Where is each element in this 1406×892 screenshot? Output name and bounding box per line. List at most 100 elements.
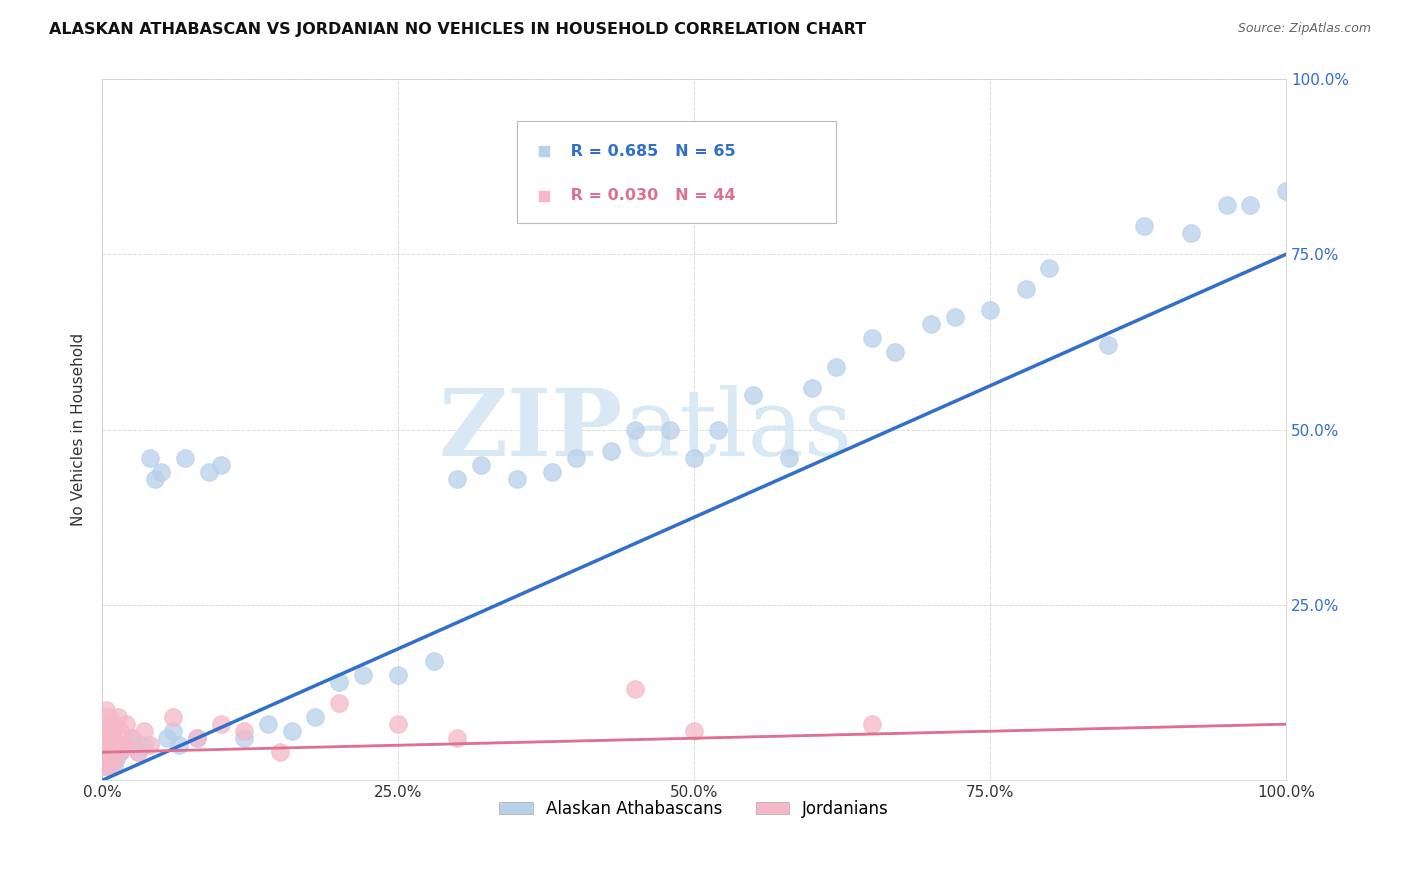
- Point: [352, 668, 374, 682]
- Point: [600, 443, 623, 458]
- Point: [860, 331, 883, 345]
- Text: ALASKAN ATHABASCAN VS JORDANIAN NO VEHICLES IN HOUSEHOLD CORRELATION CHART: ALASKAN ATHABASCAN VS JORDANIAN NO VEHIC…: [49, 22, 866, 37]
- Point: [93, 738, 115, 752]
- Text: ZIP: ZIP: [439, 384, 623, 475]
- Point: [94, 745, 117, 759]
- Point: [387, 668, 409, 682]
- Point: [97, 745, 120, 759]
- Point: [100, 752, 122, 766]
- Point: [884, 345, 907, 359]
- Text: atlas: atlas: [623, 384, 852, 475]
- Point: [1133, 219, 1156, 234]
- Point: [145, 472, 167, 486]
- Point: [446, 731, 468, 746]
- Point: [98, 745, 121, 759]
- Point: [1014, 282, 1036, 296]
- Legend: Alaskan Athabascans, Jordanians: Alaskan Athabascans, Jordanians: [492, 793, 896, 824]
- Point: [1275, 184, 1298, 198]
- Point: [624, 423, 647, 437]
- Point: [97, 710, 120, 724]
- Point: [706, 423, 728, 437]
- Point: [197, 465, 219, 479]
- Point: [100, 759, 122, 773]
- Point: [108, 745, 131, 759]
- Point: [233, 731, 256, 746]
- Point: [422, 654, 444, 668]
- Point: [541, 465, 564, 479]
- Point: [920, 318, 942, 332]
- Point: [96, 752, 118, 766]
- Point: [94, 724, 117, 739]
- Point: [1180, 227, 1202, 241]
- Point: [98, 724, 121, 739]
- Point: [1097, 338, 1119, 352]
- Point: [943, 310, 966, 325]
- Point: [138, 450, 160, 465]
- Y-axis label: No Vehicles in Household: No Vehicles in Household: [72, 333, 86, 526]
- Point: [100, 738, 122, 752]
- Point: [132, 724, 155, 739]
- Point: [328, 696, 350, 710]
- Point: [683, 724, 706, 739]
- Point: [269, 745, 291, 759]
- Point: [100, 731, 122, 746]
- Point: [1216, 198, 1239, 212]
- Point: [825, 359, 848, 374]
- Point: [96, 717, 118, 731]
- Text: R = 0.685   N = 65: R = 0.685 N = 65: [565, 144, 735, 159]
- Point: [233, 724, 256, 739]
- Point: [127, 745, 149, 759]
- Text: Source: ZipAtlas.com: Source: ZipAtlas.com: [1237, 22, 1371, 36]
- Point: [186, 731, 208, 746]
- Point: [98, 731, 121, 746]
- Point: [659, 423, 682, 437]
- Point: [105, 752, 128, 766]
- Point: [127, 745, 149, 759]
- Point: [138, 738, 160, 752]
- Point: [121, 731, 143, 746]
- Point: [93, 731, 115, 746]
- Point: [107, 710, 129, 724]
- Point: [115, 717, 138, 731]
- Point: [103, 752, 125, 766]
- Point: [97, 731, 120, 746]
- Point: [93, 717, 115, 731]
- Point: [162, 710, 184, 724]
- Point: [132, 738, 155, 752]
- Point: [624, 682, 647, 697]
- Point: [174, 450, 197, 465]
- Point: [101, 738, 124, 752]
- Point: [94, 759, 117, 773]
- Point: [103, 717, 125, 731]
- Point: [108, 724, 131, 739]
- Point: [156, 731, 179, 746]
- Point: [105, 738, 128, 752]
- Point: [683, 450, 706, 465]
- Point: [97, 759, 120, 773]
- Point: [108, 745, 131, 759]
- Point: [96, 738, 118, 752]
- Point: [564, 450, 586, 465]
- Point: [533, 188, 555, 202]
- Point: [979, 303, 1001, 318]
- Point: [446, 472, 468, 486]
- Point: [209, 717, 232, 731]
- Point: [97, 752, 120, 766]
- Point: [93, 752, 115, 766]
- Point: [100, 745, 122, 759]
- Point: [387, 717, 409, 731]
- Point: [1239, 198, 1261, 212]
- Point: [801, 380, 824, 394]
- Point: [96, 738, 118, 752]
- Point: [103, 745, 125, 759]
- Point: [533, 144, 555, 158]
- Point: [280, 724, 302, 739]
- Point: [742, 387, 765, 401]
- Point: [98, 752, 121, 766]
- Point: [860, 717, 883, 731]
- Point: [103, 759, 125, 773]
- Point: [505, 472, 527, 486]
- Text: R = 0.030   N = 44: R = 0.030 N = 44: [565, 188, 735, 203]
- Point: [101, 724, 124, 739]
- Point: [778, 450, 800, 465]
